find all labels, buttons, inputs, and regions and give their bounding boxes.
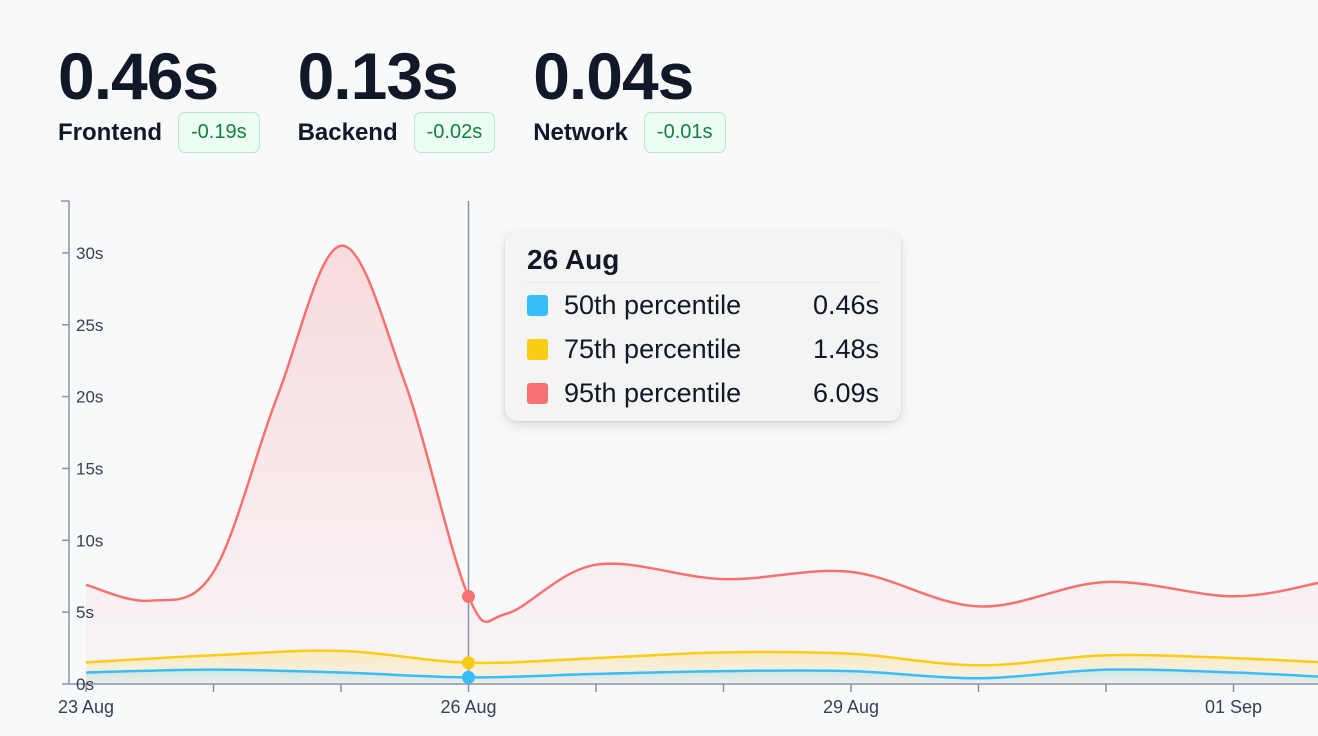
y-tick-label: 30s (76, 244, 103, 263)
y-tick-label: 5s (76, 603, 94, 622)
marker-75th (462, 656, 475, 669)
tooltip-row-p75: 75th percentile 1.48s (527, 327, 879, 371)
tooltip-label: 75th percentile (564, 334, 813, 365)
tooltip-label: 95th percentile (564, 378, 813, 409)
tooltip-value: 6.09s (813, 378, 879, 409)
x-tick-label: 01 Sep (1205, 697, 1262, 717)
marker-95th (462, 590, 475, 603)
tooltip-label: 50th percentile (564, 290, 813, 321)
tooltip-date: 26 Aug (527, 244, 879, 283)
tooltip-row-p50: 50th percentile 0.46s (527, 283, 879, 327)
swatch-p75 (527, 339, 548, 360)
tooltip-value: 0.46s (813, 290, 879, 321)
swatch-p95 (527, 383, 548, 404)
y-tick-label: 0s (76, 675, 94, 694)
y-tick-label: 20s (76, 388, 103, 407)
y-tick-label: 10s (76, 531, 103, 550)
chart-tooltip: 26 Aug 50th percentile 0.46s 75th percen… (505, 232, 901, 421)
y-tick-label: 15s (76, 459, 103, 478)
tooltip-row-p95: 95th percentile 6.09s (527, 371, 879, 415)
x-tick-label: 29 Aug (823, 697, 879, 717)
swatch-p50 (527, 295, 548, 316)
marker-50th (462, 671, 475, 684)
x-tick-label: 23 Aug (58, 697, 114, 717)
tooltip-value: 1.48s (813, 334, 879, 365)
y-tick-label: 25s (76, 316, 103, 335)
x-tick-label: 26 Aug (440, 697, 496, 717)
